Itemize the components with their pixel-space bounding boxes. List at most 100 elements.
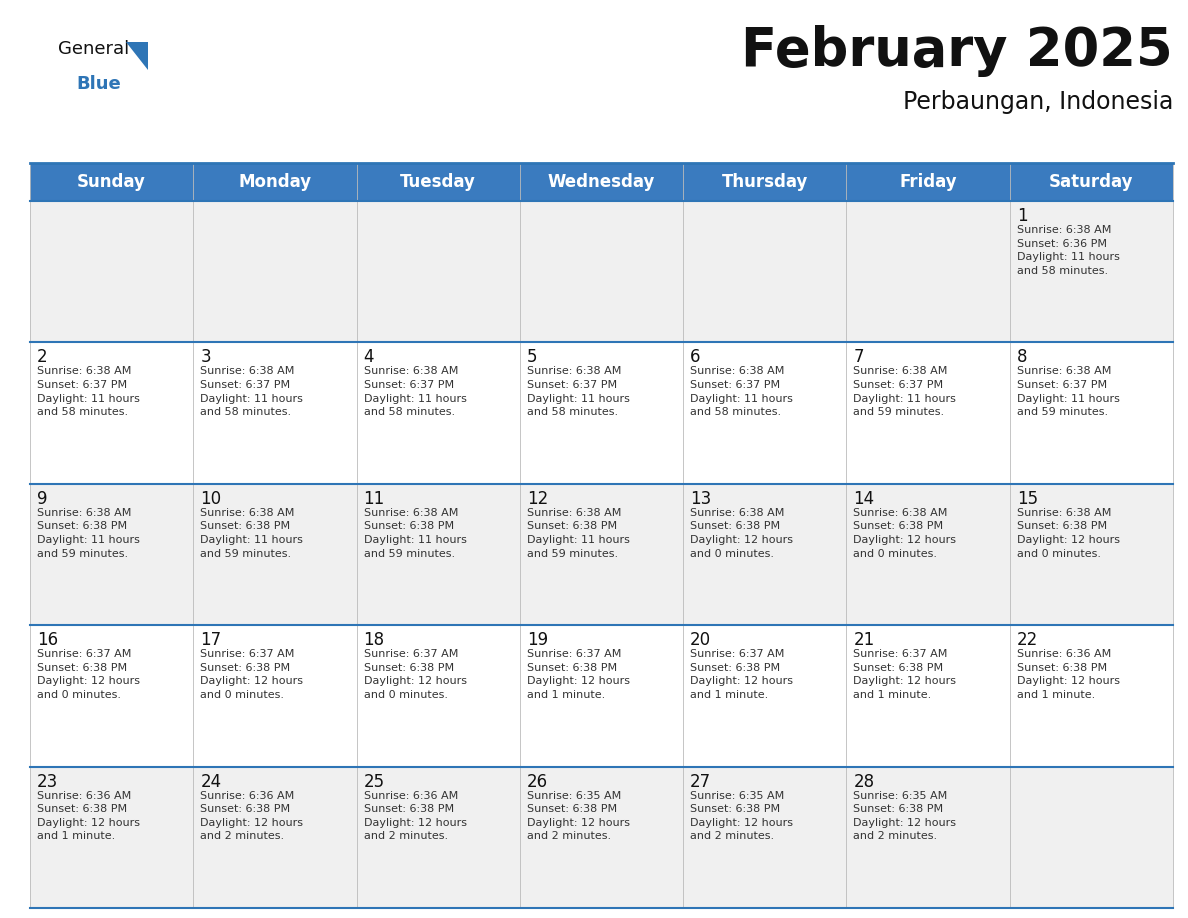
Bar [356, 484, 520, 625]
Text: Sunrise: 6:35 AM
Sunset: 6:38 PM
Daylight: 12 hours
and 2 minutes.: Sunrise: 6:35 AM Sunset: 6:38 PM Dayligh… [853, 790, 956, 842]
Text: 17: 17 [201, 632, 221, 649]
Text: Sunrise: 6:38 AM
Sunset: 6:37 PM
Daylight: 11 hours
and 58 minutes.: Sunrise: 6:38 AM Sunset: 6:37 PM Dayligh… [690, 366, 794, 417]
Text: 28: 28 [853, 773, 874, 790]
Text: Sunrise: 6:38 AM
Sunset: 6:38 PM
Daylight: 12 hours
and 0 minutes.: Sunrise: 6:38 AM Sunset: 6:38 PM Dayligh… [853, 508, 956, 558]
Bar [846, 767, 1010, 908]
Bar [356, 342, 520, 484]
Text: Tuesday: Tuesday [400, 173, 476, 191]
Text: Sunrise: 6:38 AM
Sunset: 6:38 PM
Daylight: 11 hours
and 59 minutes.: Sunrise: 6:38 AM Sunset: 6:38 PM Dayligh… [201, 508, 303, 558]
Text: 5: 5 [526, 349, 537, 366]
Text: Sunrise: 6:37 AM
Sunset: 6:38 PM
Daylight: 12 hours
and 1 minute.: Sunrise: 6:37 AM Sunset: 6:38 PM Dayligh… [690, 649, 794, 700]
Bar [683, 342, 846, 484]
Text: 3: 3 [201, 349, 211, 366]
Text: 7: 7 [853, 349, 864, 366]
Bar [1010, 767, 1173, 908]
Text: Sunrise: 6:36 AM
Sunset: 6:38 PM
Daylight: 12 hours
and 2 minutes.: Sunrise: 6:36 AM Sunset: 6:38 PM Dayligh… [201, 790, 303, 842]
Text: Sunrise: 6:38 AM
Sunset: 6:37 PM
Daylight: 11 hours
and 59 minutes.: Sunrise: 6:38 AM Sunset: 6:37 PM Dayligh… [853, 366, 956, 417]
Text: 10: 10 [201, 490, 221, 508]
Bar [520, 201, 683, 342]
Bar [30, 484, 194, 625]
Text: Sunrise: 6:35 AM
Sunset: 6:38 PM
Daylight: 12 hours
and 2 minutes.: Sunrise: 6:35 AM Sunset: 6:38 PM Dayligh… [526, 790, 630, 842]
Bar [520, 163, 683, 201]
Text: 23: 23 [37, 773, 58, 790]
Text: 22: 22 [1017, 632, 1038, 649]
Text: Friday: Friday [899, 173, 956, 191]
Bar [30, 163, 194, 201]
Text: General: General [58, 40, 129, 58]
Text: 21: 21 [853, 632, 874, 649]
Bar [1010, 342, 1173, 484]
Bar [520, 484, 683, 625]
Text: Sunrise: 6:38 AM
Sunset: 6:38 PM
Daylight: 12 hours
and 0 minutes.: Sunrise: 6:38 AM Sunset: 6:38 PM Dayligh… [1017, 508, 1120, 558]
Text: 6: 6 [690, 349, 701, 366]
Bar [846, 163, 1010, 201]
Bar [356, 163, 520, 201]
Text: 12: 12 [526, 490, 548, 508]
Bar [520, 342, 683, 484]
Text: 16: 16 [37, 632, 58, 649]
Text: Sunrise: 6:38 AM
Sunset: 6:37 PM
Daylight: 11 hours
and 58 minutes.: Sunrise: 6:38 AM Sunset: 6:37 PM Dayligh… [201, 366, 303, 417]
Text: February 2025: February 2025 [741, 25, 1173, 77]
Bar [194, 201, 356, 342]
Bar [30, 201, 194, 342]
Text: Sunrise: 6:38 AM
Sunset: 6:37 PM
Daylight: 11 hours
and 59 minutes.: Sunrise: 6:38 AM Sunset: 6:37 PM Dayligh… [1017, 366, 1119, 417]
Bar [356, 201, 520, 342]
Text: Sunrise: 6:37 AM
Sunset: 6:38 PM
Daylight: 12 hours
and 1 minute.: Sunrise: 6:37 AM Sunset: 6:38 PM Dayligh… [853, 649, 956, 700]
Text: 14: 14 [853, 490, 874, 508]
Bar [30, 767, 194, 908]
Bar [846, 342, 1010, 484]
Bar [683, 625, 846, 767]
Bar [683, 484, 846, 625]
Text: 13: 13 [690, 490, 712, 508]
Bar [1010, 201, 1173, 342]
Bar [520, 767, 683, 908]
Bar [194, 767, 356, 908]
Text: Sunrise: 6:38 AM
Sunset: 6:37 PM
Daylight: 11 hours
and 58 minutes.: Sunrise: 6:38 AM Sunset: 6:37 PM Dayligh… [37, 366, 140, 417]
Text: Sunrise: 6:38 AM
Sunset: 6:38 PM
Daylight: 12 hours
and 0 minutes.: Sunrise: 6:38 AM Sunset: 6:38 PM Dayligh… [690, 508, 794, 558]
Text: Sunrise: 6:37 AM
Sunset: 6:38 PM
Daylight: 12 hours
and 0 minutes.: Sunrise: 6:37 AM Sunset: 6:38 PM Dayligh… [201, 649, 303, 700]
Bar [194, 625, 356, 767]
Text: Sunrise: 6:35 AM
Sunset: 6:38 PM
Daylight: 12 hours
and 2 minutes.: Sunrise: 6:35 AM Sunset: 6:38 PM Dayligh… [690, 790, 794, 842]
Text: 27: 27 [690, 773, 712, 790]
Text: 8: 8 [1017, 349, 1028, 366]
Text: Sunrise: 6:38 AM
Sunset: 6:36 PM
Daylight: 11 hours
and 58 minutes.: Sunrise: 6:38 AM Sunset: 6:36 PM Dayligh… [1017, 225, 1119, 275]
Bar [520, 625, 683, 767]
Text: Sunrise: 6:38 AM
Sunset: 6:38 PM
Daylight: 11 hours
and 59 minutes.: Sunrise: 6:38 AM Sunset: 6:38 PM Dayligh… [526, 508, 630, 558]
Text: Sunrise: 6:38 AM
Sunset: 6:37 PM
Daylight: 11 hours
and 58 minutes.: Sunrise: 6:38 AM Sunset: 6:37 PM Dayligh… [526, 366, 630, 417]
Text: Perbaungan, Indonesia: Perbaungan, Indonesia [903, 90, 1173, 114]
Text: 18: 18 [364, 632, 385, 649]
Text: 4: 4 [364, 349, 374, 366]
Bar [683, 163, 846, 201]
Text: Sunrise: 6:36 AM
Sunset: 6:38 PM
Daylight: 12 hours
and 2 minutes.: Sunrise: 6:36 AM Sunset: 6:38 PM Dayligh… [364, 790, 467, 842]
Text: Blue: Blue [76, 75, 121, 93]
Bar [356, 767, 520, 908]
Text: Sunrise: 6:38 AM
Sunset: 6:38 PM
Daylight: 11 hours
and 59 minutes.: Sunrise: 6:38 AM Sunset: 6:38 PM Dayligh… [364, 508, 467, 558]
Text: 25: 25 [364, 773, 385, 790]
Text: Sunrise: 6:36 AM
Sunset: 6:38 PM
Daylight: 12 hours
and 1 minute.: Sunrise: 6:36 AM Sunset: 6:38 PM Dayligh… [37, 790, 140, 842]
Text: 20: 20 [690, 632, 712, 649]
Bar [846, 484, 1010, 625]
Text: 1: 1 [1017, 207, 1028, 225]
Bar [846, 201, 1010, 342]
Text: Saturday: Saturday [1049, 173, 1133, 191]
Bar [683, 767, 846, 908]
Bar [30, 342, 194, 484]
Bar [1010, 625, 1173, 767]
Bar [846, 625, 1010, 767]
Text: 15: 15 [1017, 490, 1038, 508]
Bar [194, 163, 356, 201]
Text: 19: 19 [526, 632, 548, 649]
Text: 26: 26 [526, 773, 548, 790]
Text: Sunday: Sunday [77, 173, 146, 191]
Text: Sunrise: 6:38 AM
Sunset: 6:38 PM
Daylight: 11 hours
and 59 minutes.: Sunrise: 6:38 AM Sunset: 6:38 PM Dayligh… [37, 508, 140, 558]
Text: 24: 24 [201, 773, 221, 790]
Text: 9: 9 [37, 490, 48, 508]
Bar [356, 625, 520, 767]
Text: Wednesday: Wednesday [548, 173, 656, 191]
Text: Sunrise: 6:37 AM
Sunset: 6:38 PM
Daylight: 12 hours
and 1 minute.: Sunrise: 6:37 AM Sunset: 6:38 PM Dayligh… [526, 649, 630, 700]
Bar [194, 342, 356, 484]
Text: 11: 11 [364, 490, 385, 508]
Bar [30, 625, 194, 767]
Text: Sunrise: 6:36 AM
Sunset: 6:38 PM
Daylight: 12 hours
and 1 minute.: Sunrise: 6:36 AM Sunset: 6:38 PM Dayligh… [1017, 649, 1120, 700]
Text: Sunrise: 6:37 AM
Sunset: 6:38 PM
Daylight: 12 hours
and 0 minutes.: Sunrise: 6:37 AM Sunset: 6:38 PM Dayligh… [364, 649, 467, 700]
